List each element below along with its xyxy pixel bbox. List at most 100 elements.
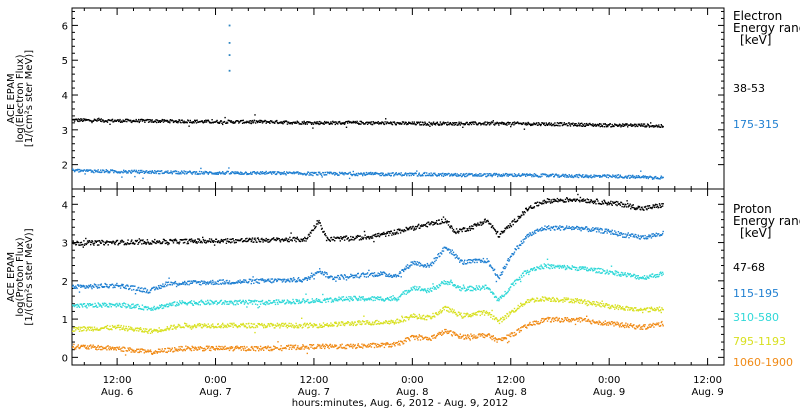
- electron-data-point: [310, 174, 313, 176]
- proton-data-point: [284, 239, 287, 241]
- proton-data-point: [268, 278, 270, 280]
- proton-data-point: [140, 308, 142, 310]
- proton-data-point: [486, 258, 488, 260]
- proton-data-point: [590, 230, 592, 232]
- electron-data-point: [240, 171, 242, 173]
- electron-data-point: [554, 174, 556, 177]
- proton-data-point: [528, 207, 530, 210]
- proton-data-point: [119, 242, 121, 244]
- proton-data-point: [294, 302, 297, 305]
- proton-data-point: [466, 228, 468, 230]
- electron-data-point: [179, 171, 181, 174]
- proton-data-point: [121, 240, 124, 242]
- electron-data-point: [460, 173, 462, 175]
- proton-data-point: [231, 301, 234, 304]
- proton-data-point: [128, 305, 130, 307]
- proton-data-point: [521, 276, 523, 278]
- proton-data-point: [569, 198, 571, 200]
- proton-data-point: [644, 234, 646, 237]
- proton-data-point: [534, 232, 537, 234]
- proton-data-point: [272, 301, 274, 303]
- proton-data-point: [247, 303, 249, 305]
- electron-data-point: [106, 169, 109, 172]
- electron-data-point: [205, 171, 208, 173]
- electron-data-point: [230, 120, 233, 122]
- electron-data-point: [583, 125, 585, 127]
- proton-data-point: [334, 276, 336, 279]
- electron-data-point: [203, 172, 206, 174]
- electron-data-point: [412, 172, 414, 175]
- proton-data-point: [212, 241, 214, 243]
- proton-data-point: [252, 241, 254, 243]
- proton-data-point: [599, 272, 601, 274]
- proton-data-point: [162, 304, 164, 307]
- proton-data-point: [172, 240, 174, 242]
- electron-data-point: [310, 122, 312, 124]
- proton-data-point: [161, 242, 163, 244]
- proton-data-point: [161, 307, 163, 310]
- proton-data-point: [352, 236, 354, 238]
- electron-data-point: [457, 174, 460, 176]
- proton-data-point: [521, 242, 524, 244]
- proton-data-point: [337, 275, 340, 277]
- proton-data-point: [358, 239, 361, 241]
- proton-data-point: [105, 283, 107, 285]
- proton-data-point: [543, 199, 545, 202]
- proton-data-point: [564, 268, 567, 271]
- proton-data-point: [493, 269, 495, 271]
- proton-data-point: [488, 265, 491, 267]
- electron-data-point: [147, 119, 149, 121]
- electron-data-point: [419, 121, 422, 123]
- proton-data-point: [113, 241, 115, 243]
- proton-data-point: [469, 259, 471, 261]
- proton-data-point: [184, 301, 186, 304]
- proton-data-point: [287, 278, 289, 280]
- proton-data-point: [544, 264, 547, 266]
- proton-data-point: [403, 291, 405, 293]
- proton-data-point: [578, 227, 580, 229]
- electron-data-point: [631, 124, 633, 126]
- proton-data-point: [373, 272, 376, 274]
- proton-data-point: [485, 284, 487, 287]
- electron-data-point: [151, 121, 153, 123]
- electron-data-point: [442, 121, 445, 123]
- electron-data-point: [334, 121, 336, 123]
- electron-data-point: [642, 175, 644, 177]
- proton-data-point: [632, 233, 634, 235]
- proton-data-point: [449, 249, 452, 251]
- electron-data-point: [467, 174, 469, 177]
- electron-data-point: [416, 170, 418, 172]
- electron-data-point: [488, 124, 491, 126]
- electron-data-point: [404, 122, 406, 125]
- proton-data-point: [367, 235, 369, 238]
- proton-data-point: [146, 309, 149, 311]
- proton-data-point: [446, 281, 448, 283]
- electron-data-point: [633, 124, 635, 126]
- electron-data-point: [505, 122, 508, 125]
- proton-data-point: [144, 242, 146, 244]
- proton-data-point: [329, 298, 331, 300]
- proton-data-point: [547, 228, 549, 230]
- electron-data-point: [645, 177, 648, 179]
- proton-data-point: [297, 238, 300, 241]
- electron-data-point: [473, 123, 475, 125]
- proton-data-point: [549, 267, 551, 270]
- electron-data-point: [462, 123, 465, 125]
- proton-data-point: [479, 289, 481, 291]
- electron-data-point: [416, 121, 418, 123]
- proton-data-point: [433, 257, 435, 260]
- proton-data-point: [581, 268, 583, 270]
- electron-data-point: [548, 176, 550, 178]
- proton-data-point: [122, 283, 124, 286]
- proton-data-point: [170, 304, 173, 307]
- proton-data-point: [192, 240, 194, 243]
- proton-data-point: [343, 239, 346, 241]
- electron-data-point: [436, 121, 438, 123]
- electron-spike-point: [228, 24, 231, 27]
- electron-data-point: [454, 123, 457, 126]
- proton-data-point: [368, 299, 371, 301]
- proton-data-point: [447, 283, 449, 286]
- electron-data-point: [491, 175, 493, 178]
- proton-data-point: [590, 267, 593, 269]
- proton-data-point: [488, 288, 491, 290]
